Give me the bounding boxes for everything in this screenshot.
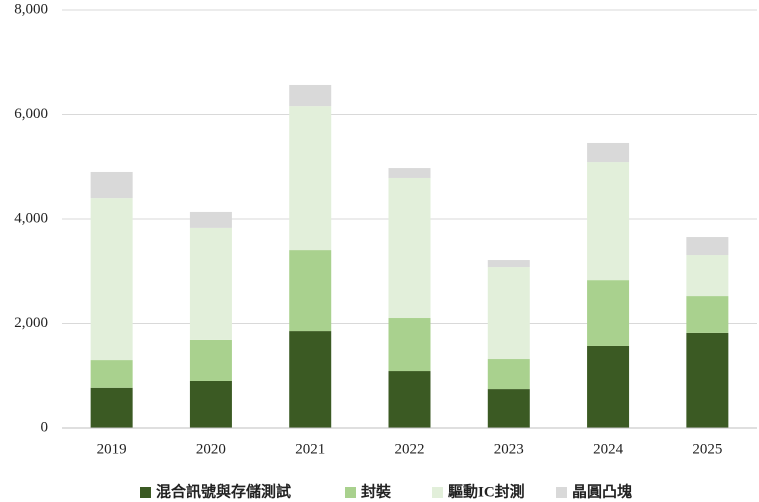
bar-segment xyxy=(90,387,133,428)
bar-segment xyxy=(388,371,431,428)
bar-segment xyxy=(686,332,729,428)
bar-segment xyxy=(289,106,332,251)
bar-segment xyxy=(189,339,232,381)
legend-swatch xyxy=(345,487,356,498)
bar-segment xyxy=(587,345,630,428)
bar-segment xyxy=(388,318,431,372)
x-tick-label: 2020 xyxy=(196,441,226,457)
bar-segment xyxy=(388,168,431,178)
bar-segment xyxy=(289,250,332,332)
bar-segment xyxy=(487,260,530,268)
y-tick-label: 0 xyxy=(41,419,49,435)
x-tick-label: 2019 xyxy=(97,441,127,457)
x-tick-label: 2024 xyxy=(593,441,624,457)
bar-segment xyxy=(686,237,729,256)
legend-swatch xyxy=(432,487,443,498)
bar-segment xyxy=(487,359,530,390)
legend-label: 封裝 xyxy=(361,482,392,500)
bar-segment xyxy=(587,162,630,281)
bar-segment xyxy=(90,198,133,361)
legend-label: 驅動IC封測 xyxy=(448,482,525,500)
legend-label: 混合訊號與存儲測試 xyxy=(156,482,291,500)
x-tick-label: 2021 xyxy=(295,441,325,457)
x-tick-label: 2023 xyxy=(494,441,524,457)
bar-segment xyxy=(189,227,232,340)
bar-segment xyxy=(587,280,630,346)
legend-label: 晶圓凸塊 xyxy=(572,482,632,500)
bar-segment xyxy=(487,389,530,428)
y-tick-label: 4,000 xyxy=(14,210,48,226)
bar-segment xyxy=(90,360,133,388)
bar-segment xyxy=(487,267,530,360)
bar-segment xyxy=(587,142,630,163)
bar-segment xyxy=(289,331,332,428)
bar-segment xyxy=(189,211,232,228)
y-tick-label: 6,000 xyxy=(14,106,48,122)
legend-swatch xyxy=(140,487,151,498)
bar-segment xyxy=(686,296,729,333)
bar-segment xyxy=(289,84,332,107)
x-tick-label: 2022 xyxy=(395,441,425,457)
bar-segment xyxy=(686,255,729,297)
legend-swatch xyxy=(556,487,567,498)
x-tick-label: 2025 xyxy=(692,441,722,457)
y-tick-label: 2,000 xyxy=(14,315,48,331)
y-tick-label: 8,000 xyxy=(14,1,48,17)
bar-segment xyxy=(90,171,133,199)
bar-segment xyxy=(189,380,232,428)
bar-segment xyxy=(388,177,431,319)
